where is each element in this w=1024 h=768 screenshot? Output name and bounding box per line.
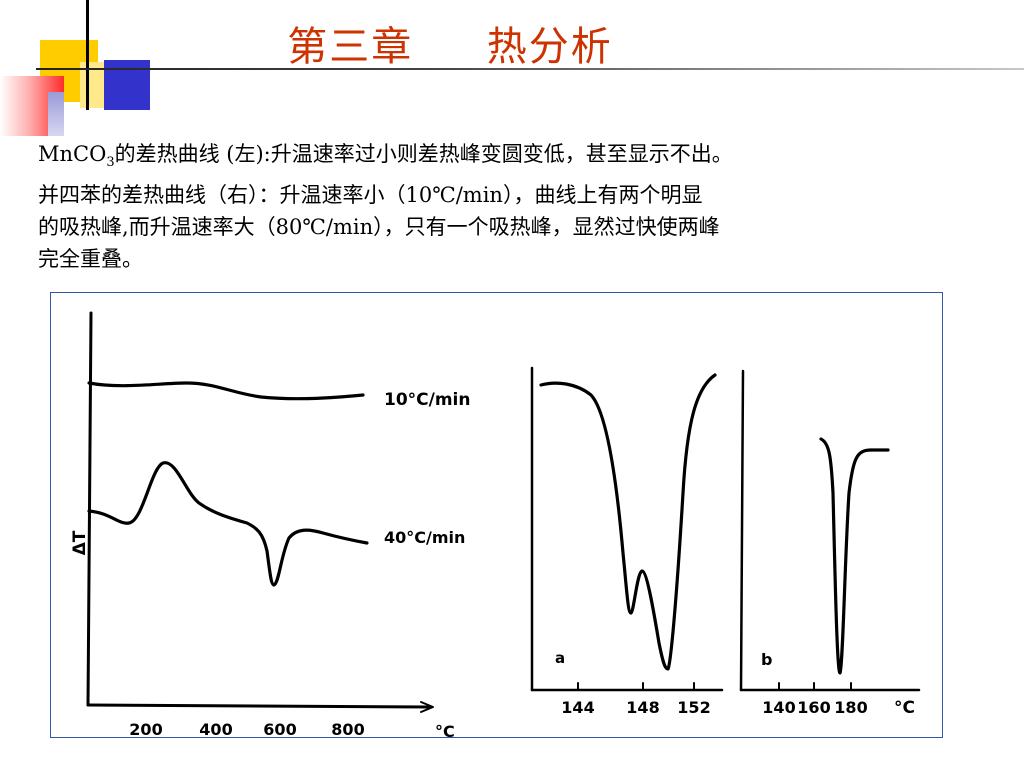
curve-label-10c: 10°C/min (384, 390, 471, 410)
dta-figure-svg: ΔT 10°C/min 40°C/min 200 400 600 800 °C … (70, 311, 921, 741)
deco-horizontal-line (36, 68, 1024, 70)
title-chapter: 第三章 (287, 24, 414, 70)
panel-b-tick-180: 180 (834, 698, 867, 717)
left-x-tick-400: 400 (199, 720, 232, 739)
panel-b-x-unit: °C (894, 698, 915, 718)
left-x-tick-800: 800 (331, 720, 364, 739)
compound-formula: MnCO (38, 142, 107, 166)
line1-text: 的差热曲线 (左):升温速率过小则差热峰变圆变低，甚至显示不出。 (114, 142, 733, 166)
description-paragraph: MnCO3的差热曲线 (左):升温速率过小则差热峰变圆变低，甚至显示不出。 并四… (38, 138, 988, 275)
paragraph-line-4: 完全重叠。 (38, 247, 143, 272)
paragraph-line-2: 并四苯的差热曲线（右）：升温速率小（10℃/min），曲线上有两个明显 (38, 183, 703, 208)
panel-a-label: a (555, 649, 565, 667)
slide-title: 第三章 热分析 (150, 14, 750, 72)
panel-b-tick-160: 160 (797, 698, 830, 717)
left-plot-y-axis (86, 311, 93, 707)
dta-figure: ΔT 10°C/min 40°C/min 200 400 600 800 °C … (50, 292, 943, 741)
panel-b-curve (819, 437, 890, 675)
left-plot-x-arrow (420, 701, 434, 713)
panel-b-y-axis (739, 369, 745, 692)
left-x-unit: °C (435, 722, 455, 739)
left-x-tick-200: 200 (129, 720, 162, 739)
panel-a-tick-152: 152 (677, 698, 710, 717)
curve-label-40c: 40°C/min (384, 528, 465, 547)
curve-40c-min (87, 461, 369, 587)
panel-a-tick-144: 144 (561, 698, 594, 717)
left-x-tick-600: 600 (263, 720, 296, 739)
formula-subscript: 3 (106, 155, 115, 171)
panel-a-tick-148: 148 (626, 698, 659, 717)
panel-a-curve (539, 373, 717, 671)
deco-vertical-line (86, 0, 89, 110)
left-plot-x-axis (86, 703, 431, 709)
paragraph-line-3: 的吸热峰,而升温速率大（80℃/min），只有一个吸热峰，显然过快使两峰 (38, 215, 720, 240)
curve-10c-min (87, 381, 365, 401)
panel-b-tick-140: 140 (762, 698, 795, 717)
deco-blue-light-block (48, 92, 64, 136)
title-topic: 热分析 (486, 24, 613, 70)
paragraph-line-1: MnCO3的差热曲线 (左):升温速率过小则差热峰变圆变低，甚至显示不出。 (38, 138, 988, 179)
panel-b-label: b (761, 650, 772, 669)
left-plot-y-label: ΔT (70, 530, 90, 555)
